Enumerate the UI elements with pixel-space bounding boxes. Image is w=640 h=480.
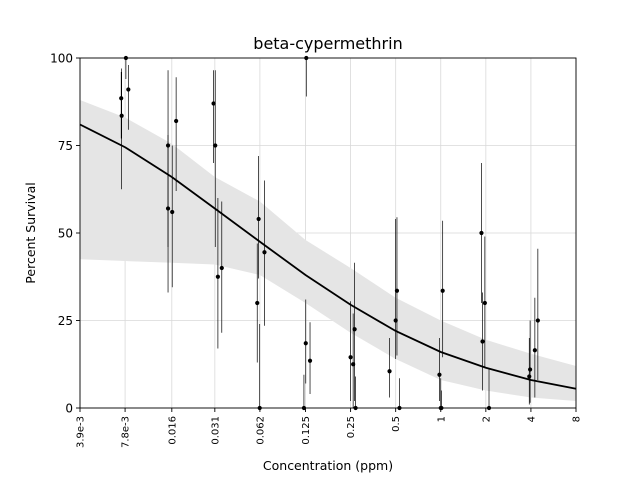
x-tick-label: 0.031 bbox=[210, 416, 221, 445]
x-tick-label: 0.062 bbox=[255, 416, 266, 445]
data-point bbox=[348, 355, 353, 360]
data-point bbox=[255, 300, 260, 306]
y-tick-label: 75 bbox=[58, 139, 73, 153]
data-point bbox=[351, 362, 356, 367]
data-point bbox=[303, 341, 308, 346]
data-point bbox=[387, 369, 392, 374]
x-tick-label: 0.016 bbox=[167, 416, 178, 445]
data-point bbox=[480, 339, 485, 344]
x-tick-label: 3.9e-3 bbox=[76, 416, 87, 448]
y-tick-label: 50 bbox=[58, 227, 73, 241]
x-tick-label: 4 bbox=[526, 416, 537, 422]
data-point bbox=[165, 206, 171, 211]
data-point bbox=[528, 367, 533, 372]
data-point bbox=[479, 230, 484, 236]
y-axis-label: Percent Survival bbox=[23, 182, 38, 283]
data-point bbox=[532, 348, 537, 353]
data-point bbox=[119, 113, 124, 118]
y-tick-label: 100 bbox=[50, 52, 73, 66]
data-point bbox=[535, 318, 540, 323]
data-point bbox=[126, 87, 131, 92]
y-tick-label: 0 bbox=[65, 402, 73, 416]
data-points bbox=[119, 55, 540, 411]
data-point bbox=[215, 274, 220, 279]
data-point bbox=[394, 288, 400, 293]
data-point bbox=[256, 216, 261, 222]
x-tick-label: 2 bbox=[481, 416, 492, 422]
x-axis: 3.9e-3 7.8e-3 0.016 0.031 0.062 0.125 0.25 0.5 1… bbox=[76, 408, 583, 448]
data-point bbox=[170, 209, 175, 215]
data-point bbox=[119, 96, 124, 101]
data-point bbox=[482, 300, 487, 306]
y-tick-label: 25 bbox=[58, 314, 73, 328]
x-tick-label: 1 bbox=[436, 416, 447, 422]
data-point bbox=[174, 118, 179, 124]
x-tick-label: 0.125 bbox=[301, 416, 312, 445]
data-point bbox=[527, 374, 532, 379]
x-tick-label: 8 bbox=[572, 416, 583, 422]
data-point bbox=[437, 372, 442, 377]
chart-title: beta-cypermethrin bbox=[253, 34, 402, 53]
y-axis: 0 25 50 75 100 bbox=[50, 52, 80, 416]
data-point bbox=[262, 250, 267, 255]
fit-curve bbox=[79, 123, 577, 390]
data-point bbox=[213, 143, 218, 148]
x-tick-label: 7.8e-3 bbox=[121, 416, 132, 448]
data-point bbox=[307, 358, 313, 363]
confidence-band bbox=[80, 100, 576, 401]
x-tick-label: 0.25 bbox=[346, 416, 357, 438]
x-axis-label: Concentration (ppm) bbox=[263, 458, 393, 473]
data-point bbox=[219, 265, 224, 271]
data-point bbox=[165, 143, 171, 148]
data-point bbox=[211, 101, 216, 106]
data-point bbox=[440, 288, 445, 293]
data-point bbox=[393, 318, 398, 323]
data-point bbox=[352, 327, 357, 332]
x-tick-label: 0.5 bbox=[391, 416, 402, 432]
